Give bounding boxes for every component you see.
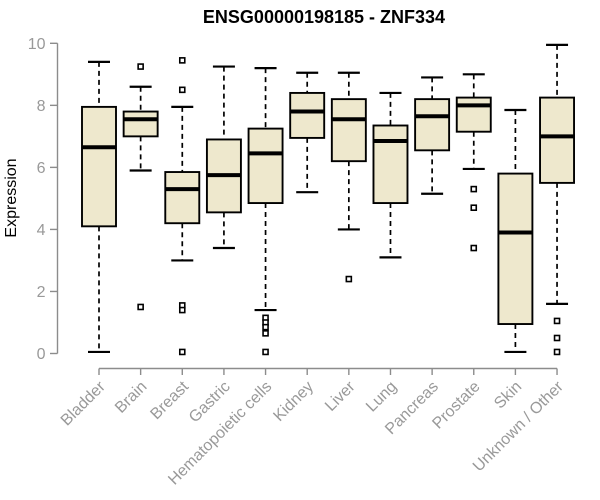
iqr-box — [289, 91, 326, 139]
x-tick-label-bladder: Bladder — [58, 378, 109, 429]
x-tick-label-breast: Breast — [147, 378, 192, 423]
x-tick-label-liver: Liver — [322, 378, 359, 415]
y-tick-label: 6 — [37, 160, 46, 177]
iqr-box — [247, 127, 284, 205]
box-breast — [164, 57, 201, 356]
iqr-box — [414, 98, 451, 152]
box-liver — [330, 71, 367, 283]
box-brain — [122, 63, 159, 311]
y-tick-label: 10 — [28, 36, 46, 53]
iqr-box — [539, 96, 575, 184]
y-tick-label: 0 — [37, 346, 46, 363]
x-tick-label-lung: Lung — [363, 378, 400, 415]
iqr-box — [330, 98, 367, 163]
x-tick-label-brain: Brain — [112, 378, 150, 416]
outlier-point — [178, 86, 186, 94]
y-tick-label: 4 — [37, 222, 46, 239]
iqr-box — [164, 171, 201, 225]
outlier-point — [137, 303, 144, 311]
outlier-point — [137, 63, 144, 70]
box-prostate — [455, 73, 492, 252]
box-skin — [497, 108, 534, 354]
y-axis-label: Expression — [3, 158, 20, 237]
plot-area: 0 2 4 6 8 10 Bladder BrainBreastGastricHematopo… — [28, 36, 575, 488]
outlier-point — [553, 348, 561, 356]
chart-title: ENSG00000198185 - ZNF334 — [203, 7, 445, 27]
outlier-point — [345, 275, 353, 283]
x-tick-label-kidney: Kidney — [270, 378, 317, 425]
iqr-box — [372, 124, 409, 205]
x-tick-label-skin: Skin — [491, 378, 525, 412]
box-pancreas — [414, 76, 451, 195]
outlier-point — [178, 57, 186, 64]
box-bladder — [81, 60, 117, 354]
iqr-box — [497, 172, 534, 325]
outlier-point — [470, 204, 478, 212]
iqr-box — [455, 96, 492, 133]
y-tick-label: 2 — [37, 284, 46, 301]
outlier-point — [470, 185, 478, 193]
box-unknown-other — [539, 43, 575, 356]
y-axis: 0 2 4 6 8 10 — [28, 36, 59, 363]
outlier-point — [178, 348, 186, 356]
iqr-box — [81, 105, 117, 228]
iqr-box — [122, 110, 159, 138]
outlier-point — [470, 244, 478, 252]
box-lung — [372, 91, 409, 259]
box-kidney — [289, 71, 326, 194]
box-hematopoietic-cells — [247, 67, 284, 356]
outlier-point — [262, 348, 269, 356]
outlier-point — [178, 306, 186, 314]
outlier-point — [553, 334, 561, 342]
outlier-point — [262, 323, 269, 331]
y-tick-label: 8 — [37, 98, 46, 115]
box-gastric — [205, 65, 242, 250]
outlier-point — [553, 317, 561, 325]
outlier-point — [262, 330, 269, 337]
